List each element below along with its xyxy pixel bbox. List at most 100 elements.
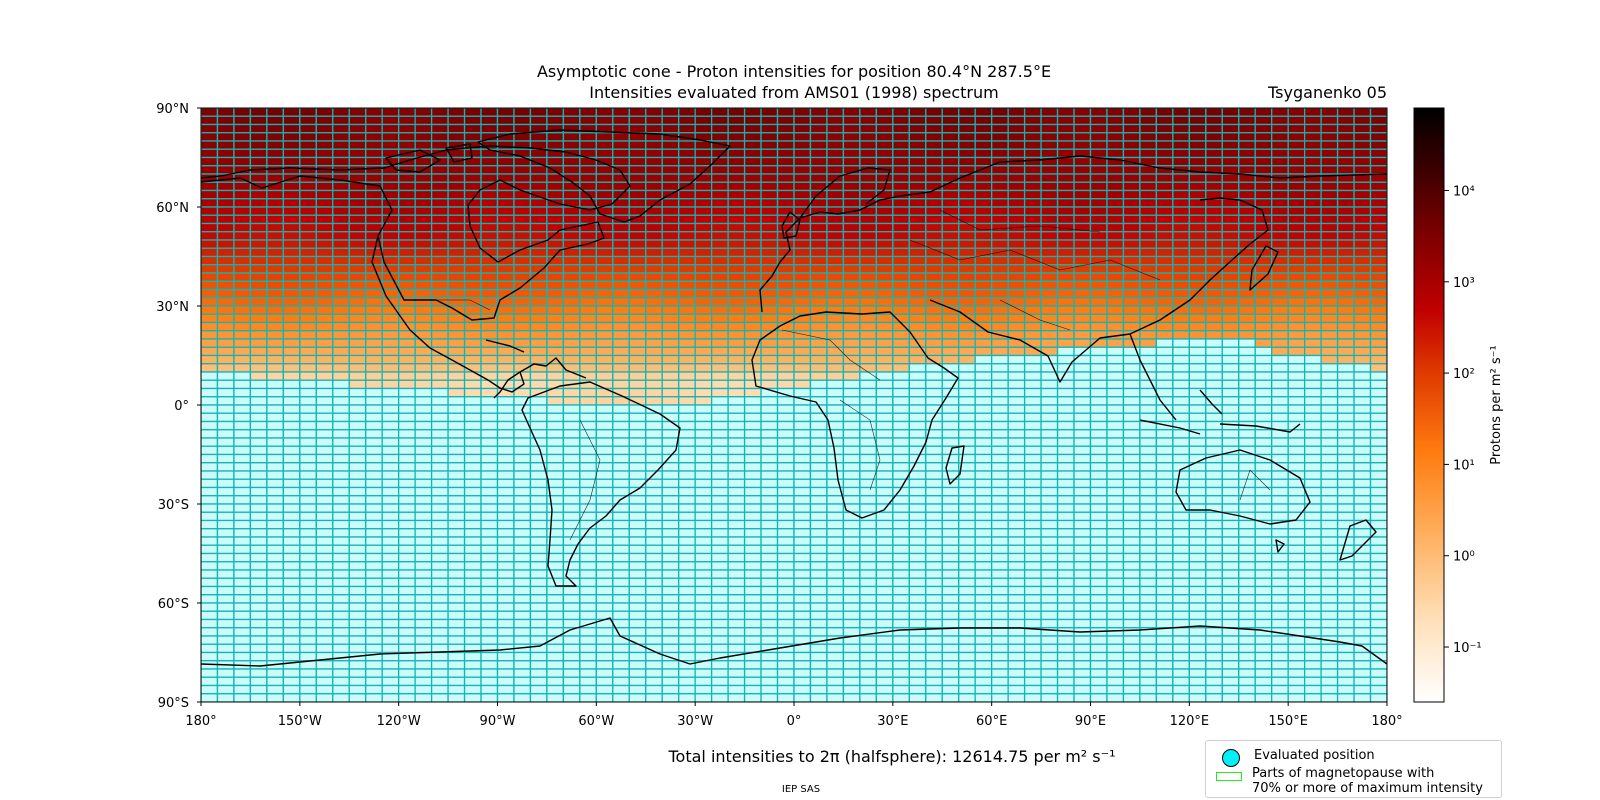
intensity-cell xyxy=(760,420,779,431)
intensity-cell xyxy=(743,544,762,555)
intensity-cell xyxy=(1089,387,1108,398)
intensity-cell xyxy=(628,148,647,159)
intensity-cell xyxy=(513,354,532,365)
intensity-cell xyxy=(974,577,993,588)
intensity-cell xyxy=(1320,544,1339,555)
intensity-cell xyxy=(282,412,301,423)
intensity-cell xyxy=(1287,222,1306,233)
intensity-cell xyxy=(249,115,268,126)
intensity-cell xyxy=(842,651,861,662)
intensity-cell xyxy=(1106,528,1125,538)
intensity-cell xyxy=(299,313,317,324)
intensity-cell xyxy=(760,453,779,464)
intensity-cell xyxy=(892,635,910,645)
intensity-cell xyxy=(1023,420,1042,431)
intensity-cell xyxy=(480,371,499,381)
intensity-cell xyxy=(233,330,252,340)
intensity-cell xyxy=(365,288,383,299)
intensity-cell xyxy=(958,239,976,249)
intensity-cell xyxy=(661,173,680,183)
intensity-cell xyxy=(1172,453,1190,464)
intensity-cell xyxy=(1073,429,1092,439)
intensity-cell xyxy=(1122,561,1141,571)
intensity-cell xyxy=(414,635,433,645)
intensity-cell xyxy=(1320,610,1339,621)
intensity-cell xyxy=(398,511,416,522)
intensity-cell xyxy=(859,693,878,702)
intensity-cell xyxy=(430,280,449,291)
intensity-cell xyxy=(365,338,383,348)
intensity-cell xyxy=(991,519,1009,530)
intensity-cell xyxy=(1122,569,1141,579)
intensity-cell xyxy=(430,660,449,670)
intensity-cell xyxy=(958,660,976,670)
intensity-cell xyxy=(612,445,630,456)
intensity-cell xyxy=(1271,610,1289,621)
intensity-cell xyxy=(579,552,597,563)
intensity-cell xyxy=(480,602,499,612)
intensity-cell xyxy=(727,437,746,447)
intensity-cell xyxy=(430,198,449,208)
intensity-cell xyxy=(365,132,383,142)
intensity-cell xyxy=(1007,396,1026,406)
intensity-cell xyxy=(1007,569,1026,579)
intensity-cell xyxy=(201,486,219,497)
intensity-cell xyxy=(496,330,515,340)
intensity-cell xyxy=(266,544,285,555)
intensity-cell xyxy=(1320,660,1339,670)
intensity-cell xyxy=(430,684,449,695)
intensity-cell xyxy=(332,140,350,150)
intensity-cell xyxy=(710,247,729,258)
intensity-cell xyxy=(793,363,812,373)
intensity-cell xyxy=(249,503,268,513)
intensity-cell xyxy=(875,519,894,530)
intensity-cell xyxy=(875,544,894,555)
intensity-cell xyxy=(1303,189,1322,200)
intensity-cell xyxy=(793,165,812,175)
intensity-cell xyxy=(595,338,614,348)
intensity-cell xyxy=(299,594,317,604)
intensity-cell xyxy=(480,396,499,406)
intensity-cell xyxy=(529,181,548,192)
intensity-cell xyxy=(398,222,416,233)
intensity-cell xyxy=(562,470,581,480)
intensity-cell xyxy=(216,321,235,332)
intensity-cell xyxy=(1287,519,1306,530)
intensity-cell xyxy=(1271,379,1289,390)
intensity-cell xyxy=(892,594,910,604)
intensity-cell xyxy=(1139,181,1158,192)
intensity-cell xyxy=(595,115,614,126)
intensity-cell xyxy=(529,544,548,555)
intensity-cell xyxy=(892,536,910,546)
intensity-cell xyxy=(529,594,548,604)
intensity-cell xyxy=(216,577,235,588)
intensity-cell xyxy=(1172,437,1190,447)
intensity-cell xyxy=(991,239,1009,249)
intensity-cell xyxy=(710,231,729,241)
intensity-cell xyxy=(678,363,696,373)
intensity-cell xyxy=(1106,346,1125,357)
intensity-cell xyxy=(958,132,976,142)
intensity-cell xyxy=(414,462,433,472)
intensity-cell xyxy=(859,280,878,291)
intensity-cell xyxy=(710,561,729,571)
intensity-cell xyxy=(1303,247,1322,258)
intensity-cell xyxy=(266,379,285,390)
intensity-cell xyxy=(447,470,466,480)
intensity-cell xyxy=(249,288,268,299)
intensity-cell xyxy=(743,288,762,299)
intensity-cell xyxy=(562,528,581,538)
intensity-cell xyxy=(381,363,400,373)
intensity-cell xyxy=(793,552,812,563)
intensity-cell xyxy=(529,660,548,670)
intensity-cell xyxy=(332,330,350,340)
intensity-cell xyxy=(1238,585,1256,596)
intensity-cell xyxy=(678,569,696,579)
intensity-cell xyxy=(1254,379,1273,390)
intensity-cell xyxy=(447,181,466,192)
intensity-cell xyxy=(1122,577,1141,588)
intensity-cell xyxy=(694,495,713,505)
intensity-cell xyxy=(562,635,581,645)
intensity-cell xyxy=(1172,536,1190,546)
intensity-cell xyxy=(216,231,235,241)
